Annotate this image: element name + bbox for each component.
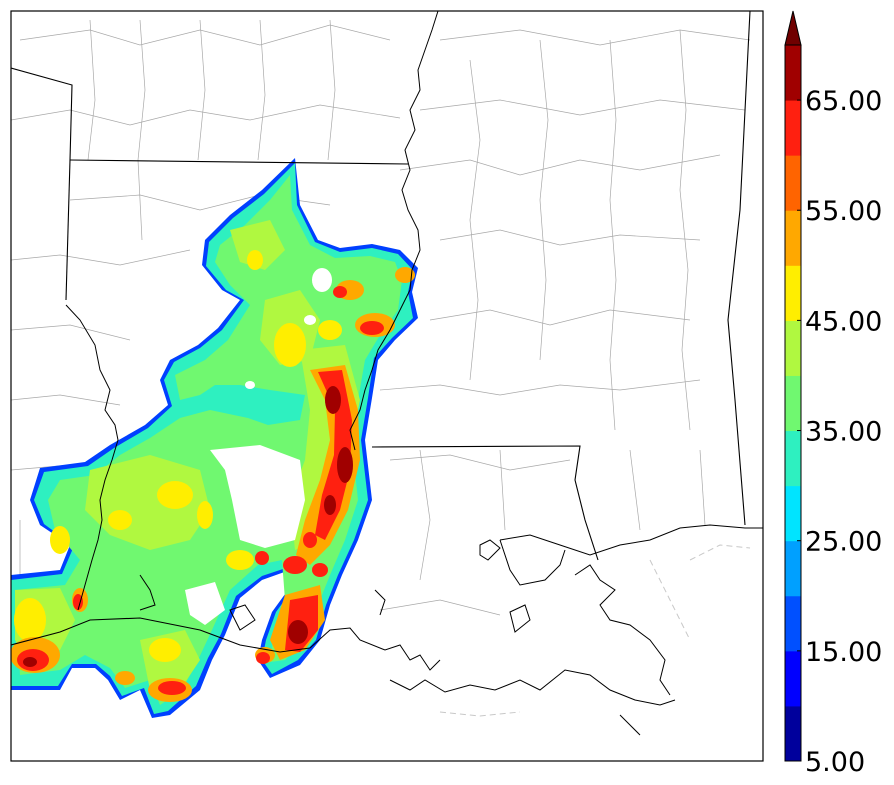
- field-darkred: [23, 386, 353, 667]
- colorbar-tick-label: 45.00: [805, 306, 882, 337]
- state-borders: [11, 11, 751, 653]
- colorbar: 5.00 15.00 25.00 35.00 45.00 55.00 65.00: [784, 10, 882, 778]
- colorbar-bin: [785, 155, 801, 211]
- colorbar-bin: [785, 320, 801, 376]
- field-yellow: [14, 250, 342, 662]
- colorbar-extend-arrow: [784, 10, 802, 46]
- field-gaps: [185, 268, 332, 625]
- coastline-rivers: [65, 11, 763, 736]
- precipitation-field: [11, 158, 418, 718]
- colorbar-bin: [785, 100, 801, 156]
- colorbar-tick-label: 5.00: [805, 747, 865, 778]
- colorbar-tick-label: 25.00: [805, 527, 882, 558]
- colorbar-bin: [785, 650, 801, 707]
- colorbar-bin: [785, 45, 801, 101]
- colorbar-bin: [785, 595, 801, 652]
- offshore-lines: [439, 544, 751, 717]
- colorbar-bin: [785, 485, 801, 542]
- map-frame: [10, 10, 764, 762]
- colorbar-tick-label: 55.00: [805, 196, 882, 227]
- colorbar-outline: [784, 44, 802, 762]
- colorbar-bin: [785, 705, 801, 762]
- colorbar-tick-label: 15.00: [805, 637, 882, 668]
- colorbar-tick-label: 35.00: [805, 417, 882, 448]
- colorbar-bin: [785, 210, 801, 266]
- colorbar-bin: [785, 265, 801, 321]
- county-borders: [11, 19, 751, 650]
- colorbar-bin: [785, 375, 801, 432]
- colorbar-bin: [785, 540, 801, 597]
- colorbar-tick-label: 65.00: [805, 86, 882, 117]
- colorbar-bin: [785, 430, 801, 487]
